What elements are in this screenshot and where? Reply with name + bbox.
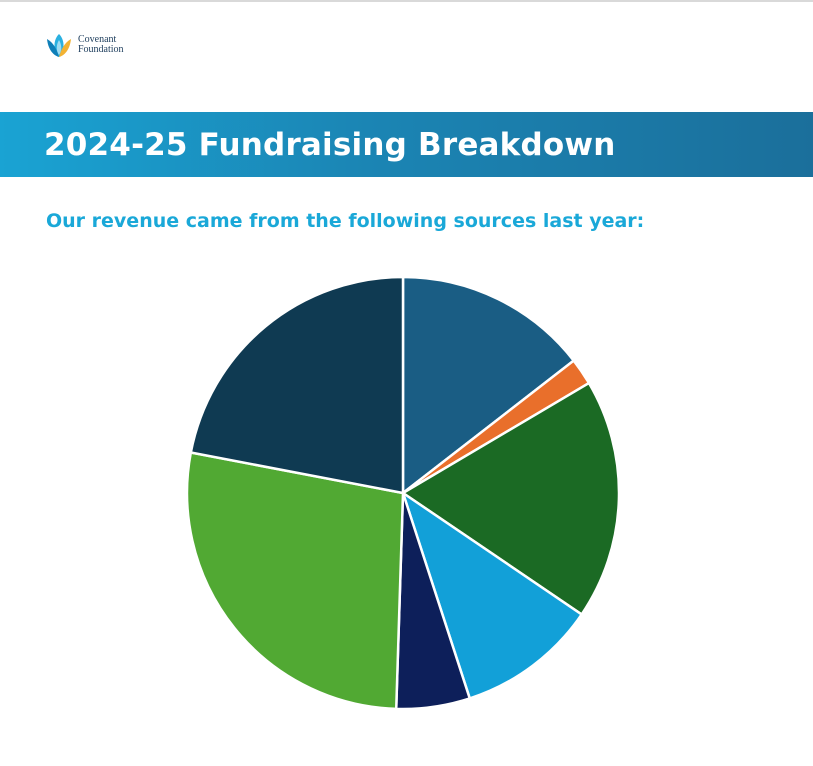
pie-slices [185, 275, 621, 711]
logo-line-1: Covenant [78, 34, 117, 45]
chart-intro-text: Our revenue came from the following sour… [46, 210, 645, 232]
logo-line-2: Foundation [78, 44, 124, 55]
pie-slice-7[interactable] [189, 275, 405, 495]
pie-slice-3[interactable] [401, 381, 621, 616]
page-title: 2024-25 Fundraising Breakdown [44, 127, 616, 163]
top-divider [0, 0, 813, 2]
pie-slice-6[interactable] [185, 451, 405, 711]
pie-slice-4[interactable] [401, 491, 583, 700]
logo-wordmark: Covenant Foundation [78, 35, 124, 55]
title-banner: 2024-25 Fundraising Breakdown [0, 112, 813, 177]
covenant-foundation-logo[interactable]: Covenant Foundation [44, 30, 124, 60]
pie-slice-1[interactable] [401, 275, 575, 495]
lotus-logo-icon [47, 34, 71, 57]
